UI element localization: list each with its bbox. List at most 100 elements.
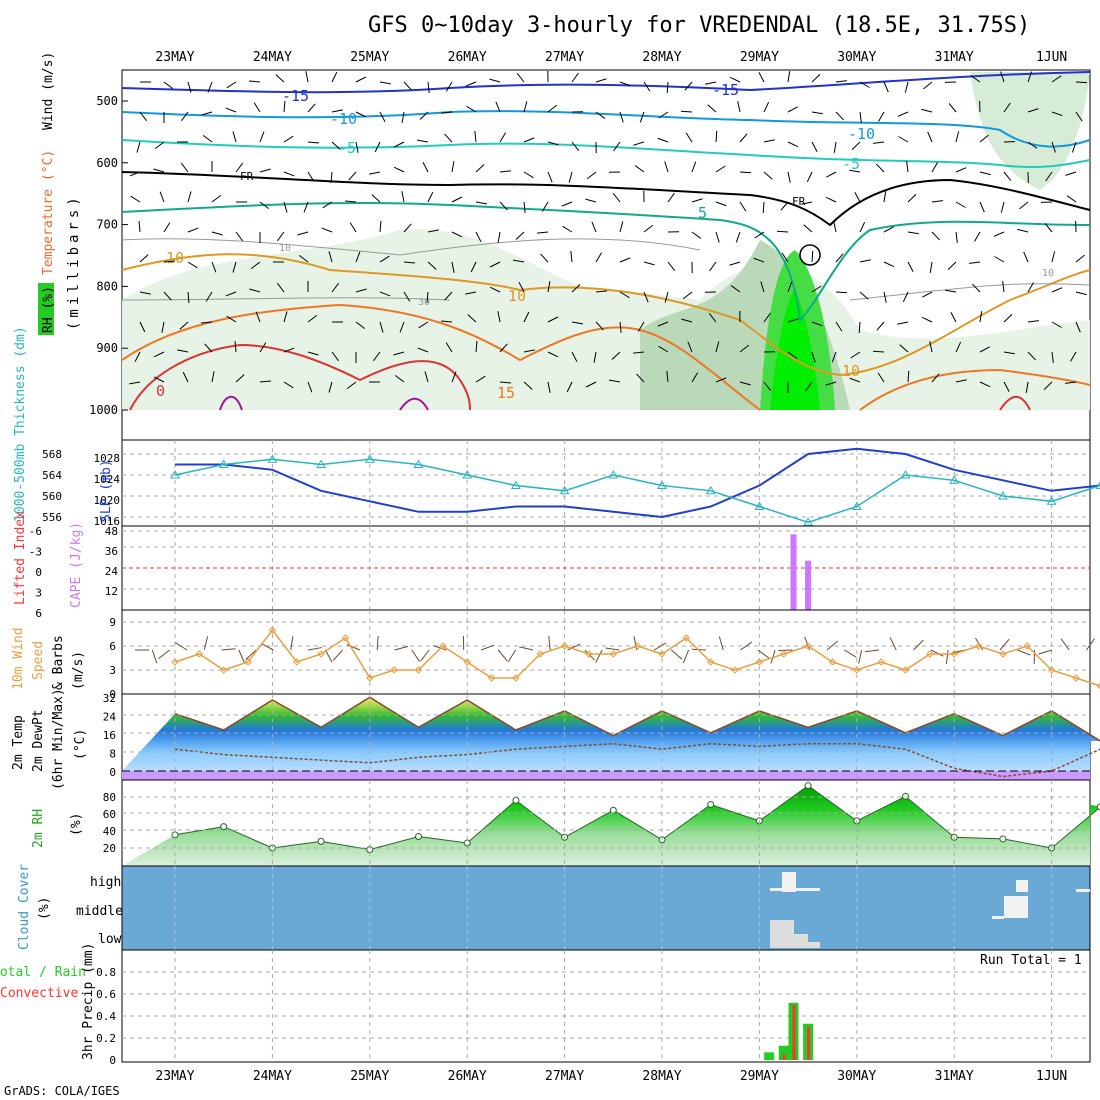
wind-barb	[811, 351, 816, 363]
wind-barb	[283, 100, 286, 113]
wind10-marker	[390, 666, 398, 674]
slp-tick: 1020	[94, 494, 121, 507]
wind10-marker	[268, 626, 277, 634]
wind-barb	[394, 374, 405, 383]
wind-barb	[401, 111, 405, 123]
wind-barb	[283, 171, 295, 177]
wind-barb	[331, 109, 343, 113]
wind-barb	[355, 111, 367, 118]
upper-left-label: RH (%) Temperature (°C) Wind (m/s)	[38, 52, 56, 335]
wind-barb	[923, 81, 933, 90]
rh2m-marker	[415, 832, 422, 840]
wind10-marker	[244, 658, 252, 666]
wind10-marker	[828, 658, 837, 666]
wind-barb	[1075, 111, 1083, 122]
contour-label: -10	[848, 125, 875, 143]
temp-tick: 24	[103, 711, 117, 724]
wind-barb	[427, 229, 439, 233]
temp-tick: 32	[103, 692, 116, 705]
wind10-marker	[780, 650, 788, 658]
wind10-barb	[151, 649, 158, 664]
wind-barb	[849, 169, 861, 173]
contour-label: 15	[497, 384, 515, 402]
wind-barb	[787, 141, 799, 148]
wind10-barb	[858, 649, 863, 664]
wind-barb	[248, 80, 261, 83]
wind-barb	[445, 81, 453, 92]
wind-barb	[422, 161, 429, 173]
wind10-marker	[633, 642, 642, 650]
date-label: 29MAY	[740, 1069, 779, 1084]
wind10-marker	[171, 658, 179, 666]
wind-barb	[451, 371, 457, 383]
wind-barb	[1027, 141, 1038, 149]
thickness-marker	[364, 454, 375, 463]
thickness-tick: 568	[42, 448, 62, 461]
wind-barb	[180, 111, 189, 122]
wind-barb	[259, 201, 270, 210]
wind-barb	[465, 81, 477, 87]
wind-barb	[547, 316, 559, 323]
thickness-marker	[511, 480, 521, 489]
contour-15	[121, 303, 1091, 411]
wind-barb	[225, 107, 237, 113]
wind-barb	[355, 251, 361, 263]
wind-barb	[835, 291, 848, 294]
rh2m-marker	[902, 792, 909, 800]
wind10-barb	[548, 636, 551, 651]
temp-tick: 0	[109, 766, 116, 779]
wind-barb	[232, 131, 237, 143]
wind-barb	[497, 231, 501, 243]
wind10-barb	[332, 649, 343, 661]
wind10-barb	[519, 646, 534, 651]
wind-barb	[253, 102, 261, 113]
wind-barb	[1043, 381, 1053, 391]
wind10-barb	[221, 648, 236, 651]
wind-barb	[955, 341, 962, 353]
wind-barb	[1023, 251, 1029, 263]
wind10-barb	[394, 645, 409, 651]
wind-barb	[921, 316, 933, 323]
contour-label: 5	[698, 204, 707, 222]
wind10-barb	[770, 649, 776, 664]
wind-barb	[475, 375, 486, 383]
wind-barb	[369, 171, 381, 175]
wind-barb	[518, 281, 525, 293]
date-label: 28MAY	[642, 50, 681, 65]
precip-tick: 0.2	[96, 1032, 116, 1045]
wind-barb	[399, 321, 405, 333]
wind-barb	[971, 283, 981, 293]
cloud-unit: (%)	[37, 897, 52, 920]
wind-barb	[619, 221, 624, 233]
rh2m-gridlines	[122, 780, 1090, 866]
wind-barb	[259, 380, 272, 383]
level-tick-label: 500	[96, 94, 118, 108]
temp-tick: 8	[109, 748, 116, 761]
precip-tick: 0.4	[96, 1010, 116, 1023]
wind-barb	[979, 311, 983, 323]
contour-minus5	[121, 139, 1091, 169]
cape-label: CAPE (J/kg)	[69, 522, 84, 608]
wind10-barb	[290, 636, 294, 651]
wind10-barb	[420, 649, 430, 662]
rh2m-marker	[220, 823, 228, 831]
wind-barb	[685, 132, 693, 143]
wind-barb	[955, 379, 967, 383]
wind10-barb	[1086, 638, 1095, 651]
wind-barb	[739, 381, 751, 386]
wind10-barb	[605, 647, 620, 651]
precip-panel: 0.8 0.6 0.4 0.2 0 Run Total = 1 Total / Rain…	[0, 943, 1091, 1067]
wind-barb	[611, 351, 621, 360]
date-label: 31MAY	[935, 1069, 974, 1084]
wind-barb	[249, 288, 261, 293]
wind-barb	[763, 381, 772, 391]
temp-unit: (°C)	[73, 729, 88, 760]
rh2m-filled-area	[122, 785, 1100, 866]
wind-barb	[859, 291, 869, 300]
wind-barb	[499, 132, 507, 143]
temp-label-b: 2m DewPt	[31, 709, 46, 772]
wind-barb	[776, 230, 789, 233]
wind10-marker	[926, 650, 934, 658]
wind-barb	[931, 200, 943, 203]
wind10-marker	[999, 650, 1007, 658]
